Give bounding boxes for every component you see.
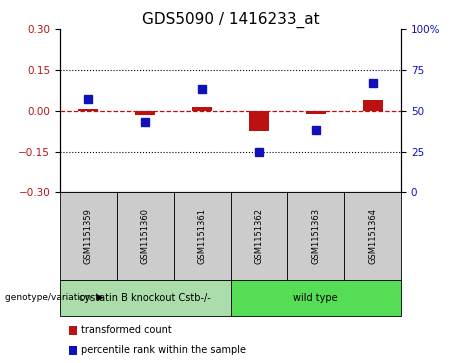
Text: wild type: wild type	[294, 293, 338, 303]
Text: genotype/variation  ▶: genotype/variation ▶	[5, 293, 103, 302]
Text: GSM1151362: GSM1151362	[254, 208, 263, 264]
Bar	[192, 107, 212, 111]
Text: percentile rank within the sample: percentile rank within the sample	[81, 345, 246, 355]
Text: GSM1151361: GSM1151361	[198, 208, 207, 264]
Text: transformed count: transformed count	[81, 325, 171, 335]
Text: GSM1151363: GSM1151363	[311, 208, 320, 264]
Bar	[249, 111, 269, 131]
Text: GSM1151364: GSM1151364	[368, 208, 377, 264]
Title: GDS5090 / 1416233_at: GDS5090 / 1416233_at	[142, 12, 319, 28]
Text: GSM1151359: GSM1151359	[84, 208, 93, 264]
Bar	[135, 111, 155, 115]
Bar	[306, 111, 326, 114]
Bar	[78, 109, 98, 111]
Text: GSM1151360: GSM1151360	[141, 208, 150, 264]
Text: cystatin B knockout Cstb-/-: cystatin B knockout Cstb-/-	[79, 293, 211, 303]
Bar	[363, 100, 383, 111]
